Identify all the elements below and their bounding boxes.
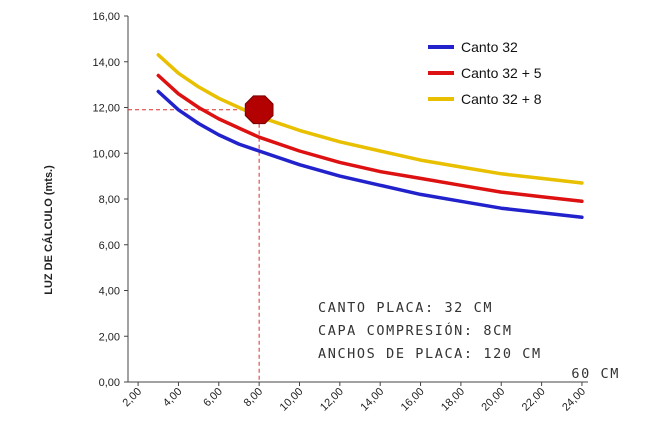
x-tick-label: 24,00	[560, 386, 588, 414]
x-tick-label: 22,00	[520, 386, 548, 414]
annotation-line-4: 60 CM	[571, 366, 620, 382]
x-tick-label: 12,00	[318, 386, 346, 414]
legend: Canto 32 Canto 32 + 5 Canto 32 + 8	[428, 39, 542, 107]
y-tick-label: 4,00	[99, 286, 120, 298]
x-tick-label: 2,00	[121, 386, 145, 410]
annotation-block: CANTO PLACA: 32 CM CAPA COMPRESIÓN: 8CM AN…	[318, 300, 620, 382]
y-tick-label: 12,00	[92, 103, 120, 115]
y-tick-label: 0,00	[99, 377, 120, 389]
x-tick-label: 8,00	[242, 386, 266, 410]
x-tick-label: 18,00	[439, 386, 467, 414]
x-tick-label: 14,00	[358, 386, 386, 414]
data-point-marker	[244, 95, 274, 125]
marker-layer	[244, 95, 274, 125]
y-axis-label: LUZ DE CÁLCULO (mts.)	[42, 165, 55, 295]
y-tick-label: 6,00	[99, 240, 120, 252]
series-line-2	[156, 73, 584, 204]
x-tick-label: 6,00	[201, 386, 225, 410]
y-tick-label: 8,00	[99, 194, 120, 206]
annotation-line-1: CANTO PLACA: 32 CM	[318, 300, 493, 316]
annotation-line-3: ANCHOS DE PLACA: 120 CM	[318, 346, 542, 362]
y-tick-label: 16,00	[92, 11, 120, 23]
x-tick-label: 16,00	[399, 386, 427, 414]
legend-label-2: Canto 32 + 5	[461, 65, 542, 81]
x-tick-label: 10,00	[278, 386, 306, 414]
series-layer	[156, 53, 584, 220]
y-tick-label: 2,00	[99, 331, 120, 343]
legend-label-3: Canto 32 + 8	[461, 91, 542, 107]
legend-label-1: Canto 32	[461, 39, 518, 55]
marker-guides	[128, 109, 260, 382]
x-tick-label: 4,00	[161, 386, 185, 410]
annotation-line-2: CAPA COMPRESIÓN: 8CM	[318, 321, 513, 339]
series-line-3	[156, 53, 584, 185]
y-tick-label: 14,00	[92, 57, 120, 69]
y-tick-label: 10,00	[92, 148, 120, 160]
x-tick-label: 20,00	[479, 386, 507, 414]
series-line-1	[156, 89, 584, 220]
